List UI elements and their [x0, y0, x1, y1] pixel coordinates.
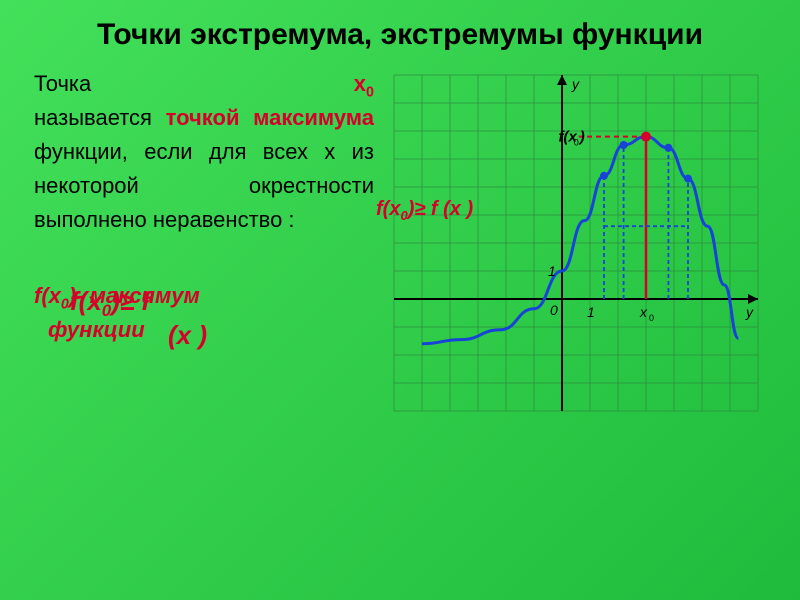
chart-area: 011х0ууf(x0) f(x0)≥ f (x ): [384, 67, 770, 423]
svg-text:1: 1: [548, 263, 556, 279]
content-row: Точка х0 называется точкой максимума фун…: [30, 67, 770, 423]
chart-inequality-label: f(x0)≥ f (x ): [376, 198, 473, 221]
slide-title: Точки экстремума, экстремумы функции: [30, 18, 770, 53]
text-word: называется: [34, 105, 152, 130]
svg-text:): ): [578, 128, 585, 145]
text-word: функции, если для всех х из некоторой ок…: [34, 139, 374, 232]
svg-text:у: у: [571, 76, 580, 92]
svg-text:0: 0: [550, 302, 558, 318]
definition-text: Точка х0 называется точкой максимума фун…: [30, 67, 374, 423]
x0-symbol: х0: [354, 71, 374, 96]
svg-text:0: 0: [649, 313, 654, 323]
svg-text:х: х: [639, 304, 648, 320]
inequality-overlay-2: (x ): [168, 315, 207, 355]
maximum-point-term: точкой максимума: [166, 105, 374, 130]
slide: Точки экстремума, экстремумы функции Точ…: [0, 0, 800, 600]
text-word: Точка: [34, 71, 91, 96]
function-chart: 011х0ууf(x0): [384, 67, 768, 423]
svg-text:у: у: [745, 304, 754, 320]
svg-text:0: 0: [574, 137, 579, 147]
inequality-overlay: f(x0)≥ f: [70, 281, 150, 321]
svg-text:1: 1: [587, 304, 595, 320]
